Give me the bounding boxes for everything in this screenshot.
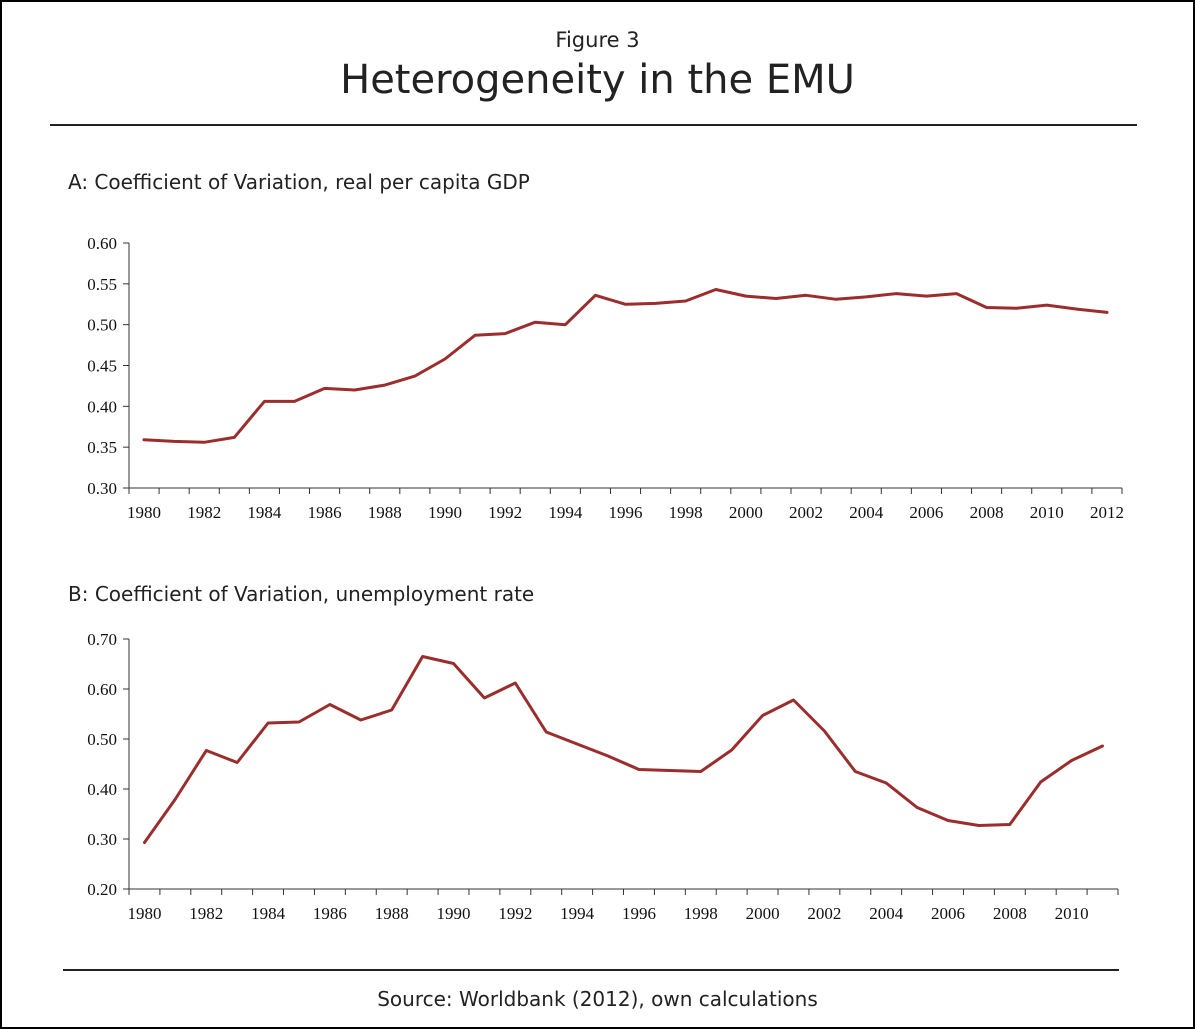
x-tick-label: 2002 [789, 503, 823, 522]
x-tick-label: 1986 [308, 503, 342, 522]
y-tick-label: 0.50 [87, 316, 117, 335]
y-tick-label: 0.35 [87, 438, 117, 457]
x-tick-label: 1984 [247, 503, 282, 522]
x-tick-label: 2006 [909, 503, 943, 522]
y-tick-label: 0.40 [87, 397, 117, 416]
x-tick-label: 1996 [622, 904, 656, 923]
x-tick-label: 1992 [498, 904, 532, 923]
x-tick-label: 1998 [684, 904, 718, 923]
x-tick-label: 1990 [437, 904, 471, 923]
chart-b: 0.20 0.30 0.40 0.50 0.60 0.70 1980 1982 1984 1986… [87, 630, 1119, 923]
x-tick-label: 1982 [187, 503, 221, 522]
x-tick-label: 2002 [807, 904, 841, 923]
y-tick-label: 0.30 [87, 830, 117, 849]
x-tick-label: 1980 [127, 904, 161, 923]
y-tick-label: 0.60 [87, 234, 117, 253]
bottom-divider [63, 969, 1119, 971]
x-tick-label: 2008 [993, 904, 1027, 923]
x-tick-label: 1988 [375, 904, 409, 923]
y-tick-label: 0.70 [87, 630, 117, 649]
figure-title: Heterogeneity in the EMU [340, 57, 855, 103]
x-tick-label: 2004 [849, 503, 884, 522]
x-tick-label: 1994 [560, 904, 595, 923]
y-tick-label: 0.30 [87, 479, 117, 498]
panel-b-title: B: Coefficient of Variation, unemploymen… [68, 582, 535, 606]
y-tick-label: 0.55 [87, 275, 117, 294]
x-tick-label: 1988 [368, 503, 402, 522]
x-tick-label: 1996 [609, 503, 643, 522]
x-tick-label: 1992 [488, 503, 522, 522]
x-tick-label: 1980 [127, 503, 161, 522]
y-tick-label: 0.50 [87, 730, 117, 749]
x-tick-label: 2010 [1030, 503, 1064, 522]
y-tick-label: 0.45 [87, 357, 117, 376]
x-tick-label: 2008 [970, 503, 1004, 522]
x-tick-label: 2006 [931, 904, 965, 923]
source-note: Source: Worldbank (2012), own calculatio… [377, 987, 818, 1011]
x-tick-label: 1984 [251, 904, 286, 923]
y-tick-label: 0.40 [87, 780, 117, 799]
y-tick-label: 0.20 [87, 880, 117, 899]
x-tick-label: 1986 [313, 904, 347, 923]
x-tick-label: 1990 [428, 503, 462, 522]
top-divider [50, 124, 1137, 126]
x-tick-label: 2000 [729, 503, 763, 522]
x-tick-label: 2004 [869, 904, 904, 923]
panel-a-title: A: Coefficient of Variation, real per ca… [68, 170, 530, 194]
x-tick-label: 2010 [1055, 904, 1089, 923]
chart-a: 0.30 0.35 0.40 0.45 0.50 0.55 0.60 1980 1982 1984… [87, 234, 1124, 522]
x-tick-label: 1998 [669, 503, 703, 522]
x-tick-label: 1982 [189, 904, 223, 923]
figure-label: Figure 3 [555, 28, 640, 52]
y-tick-label: 0.60 [87, 680, 117, 699]
series-line [142, 288, 1109, 444]
x-tick-label: 2000 [746, 904, 780, 923]
series-line [143, 655, 1104, 844]
x-tick-label: 1994 [548, 503, 583, 522]
x-tick-label: 2012 [1090, 503, 1124, 522]
